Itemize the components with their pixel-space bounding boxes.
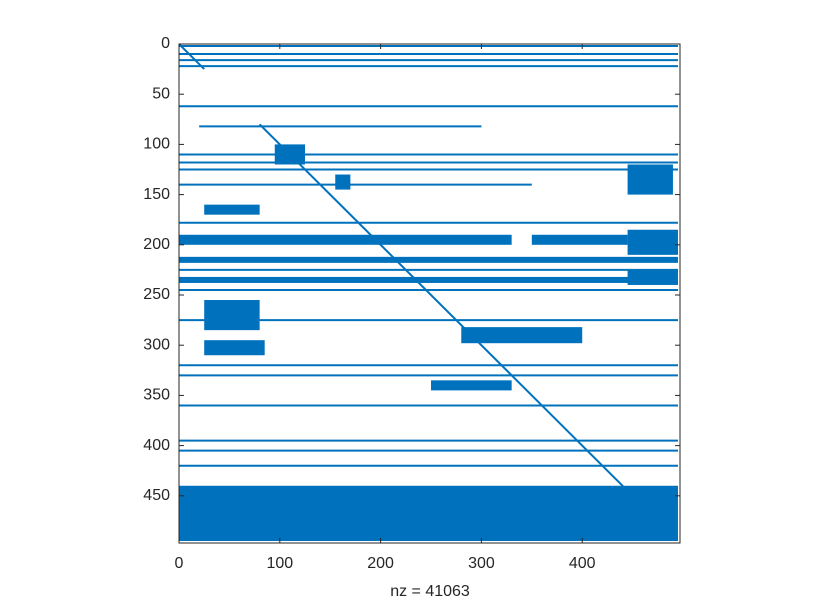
- dense-block: [179, 256, 678, 263]
- x-tick-label: 200: [367, 555, 394, 572]
- dense-block: [335, 174, 351, 190]
- x-tick-label: 100: [266, 555, 293, 572]
- plot-area: [178, 43, 678, 541]
- y-tick-label: 250: [143, 286, 170, 303]
- dense-block: [179, 485, 678, 541]
- dense-block: [627, 229, 678, 255]
- dense-block: [204, 300, 260, 331]
- x-axis-label: nz = 41063: [390, 583, 470, 600]
- y-tick-label: 300: [143, 336, 170, 353]
- x-tick-label: 0: [175, 555, 184, 572]
- axes-box: [178, 43, 681, 544]
- y-tick-label: 50: [152, 85, 170, 102]
- dense-block: [179, 234, 512, 245]
- dense-block: [461, 327, 583, 344]
- y-tick-label: 150: [143, 186, 170, 203]
- y-tick-label: 450: [143, 487, 170, 504]
- x-tick-label: 400: [569, 555, 596, 572]
- dense-block: [179, 276, 678, 283]
- dense-block: [431, 380, 512, 391]
- dense-block: [627, 269, 678, 285]
- y-tick-label: 0: [161, 35, 170, 52]
- diagonal: [178, 43, 205, 70]
- y-tick-label: 350: [143, 387, 170, 404]
- dense-block: [204, 204, 260, 215]
- dense-block: [204, 340, 265, 356]
- dense-block: [531, 234, 628, 245]
- y-tick-label: 400: [143, 437, 170, 454]
- y-tick-label: 200: [143, 236, 170, 253]
- y-tick-label: 100: [143, 136, 170, 153]
- diagonal: [258, 123, 629, 492]
- x-tick-label: 300: [468, 555, 495, 572]
